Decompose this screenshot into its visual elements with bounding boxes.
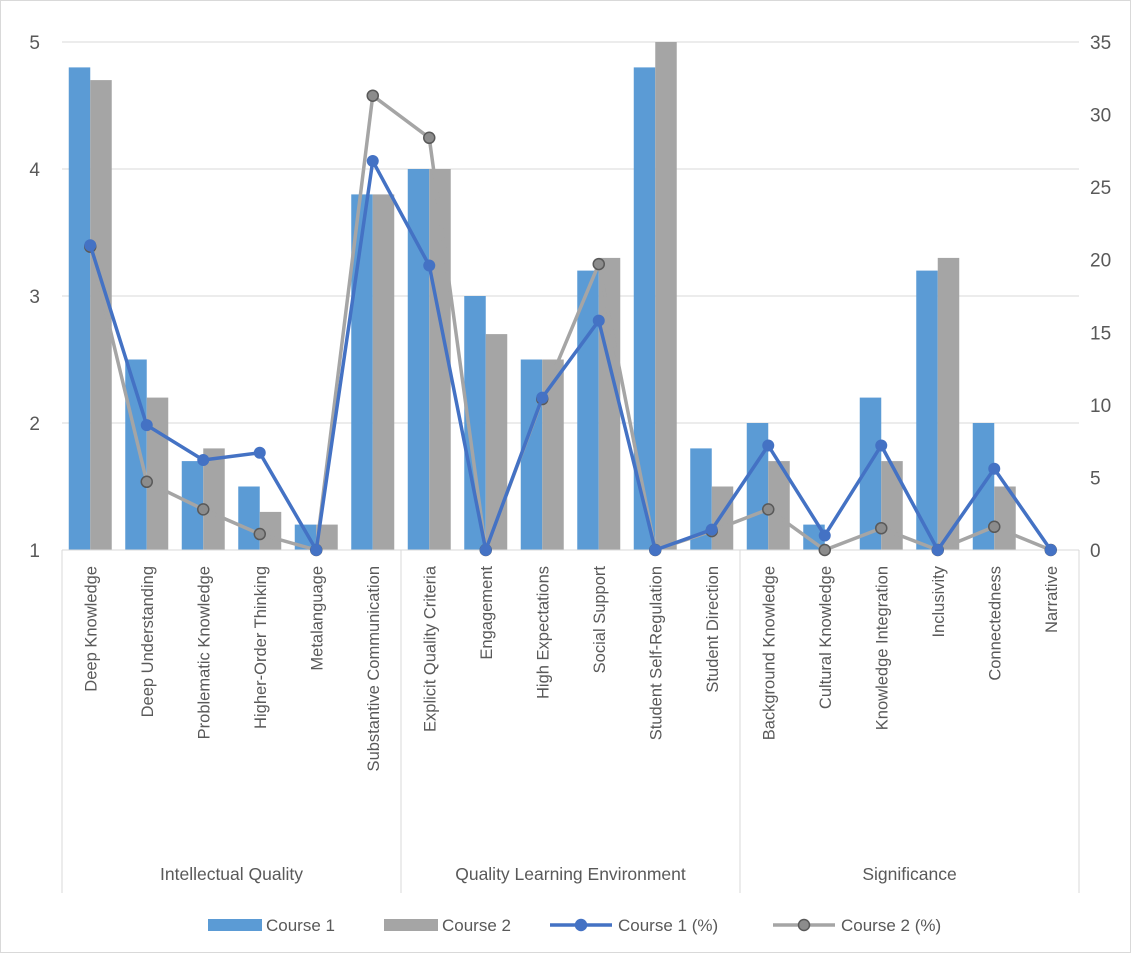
category-label: Cultural Knowledge — [817, 566, 835, 709]
point-course-1-pct — [84, 239, 97, 252]
point-course-2-pct — [140, 475, 153, 489]
bar-course-1 — [633, 67, 656, 551]
category-label: Student Direction — [704, 566, 722, 693]
y-right-tick-label: 15 — [1090, 323, 1111, 344]
group-label: Significance — [862, 864, 956, 884]
point-course-1-pct — [140, 419, 153, 432]
point-course-2-pct — [762, 503, 775, 516]
point-course-2-pct — [197, 503, 210, 516]
y-right-tick-label: 20 — [1090, 251, 1111, 272]
category-label: Background Knowledge — [760, 566, 778, 740]
y-left-tick-label: 5 — [29, 33, 40, 54]
point-course-1-pct — [536, 391, 549, 404]
point-course-1-pct — [1044, 544, 1057, 556]
point-course-2-pct — [818, 543, 831, 557]
y-left-tick-label: 2 — [29, 414, 40, 435]
legend-label: Course 2 (%) — [841, 916, 941, 935]
point-course-1-pct — [875, 439, 888, 452]
point-course-2-pct — [592, 257, 605, 271]
category-label: Connectedness — [986, 566, 1004, 681]
y-left-tick-label: 4 — [29, 160, 40, 181]
y-right-tick-label: 10 — [1090, 396, 1111, 417]
legend-swatch — [208, 919, 262, 931]
category-label: Problematic Knowledge — [195, 566, 213, 739]
point-course-1-pct — [592, 314, 605, 327]
bar-course-1 — [690, 448, 712, 550]
category-label: High Expectations — [534, 566, 552, 699]
bar-course-1 — [68, 67, 91, 551]
y-right-tick-label: 30 — [1090, 106, 1111, 127]
category-label: Knowledge Integration — [873, 566, 891, 730]
bar-course-2 — [485, 334, 508, 550]
point-course-1-pct — [649, 544, 662, 556]
legend-label: Course 1 (%) — [618, 916, 718, 935]
bar-course-1 — [916, 270, 938, 550]
point-course-2-pct — [988, 520, 1001, 534]
point-course-1-pct — [310, 544, 323, 556]
y-right-tick-label: 0 — [1090, 541, 1101, 562]
legend-marker — [797, 918, 811, 932]
point-course-1-pct — [931, 544, 944, 556]
y-left-tick-label: 3 — [29, 287, 40, 308]
line-course-1- — [88, 159, 1053, 552]
bar-course-2 — [937, 257, 960, 550]
category-label: Narrative — [1043, 566, 1061, 633]
point-course-1-pct — [366, 155, 379, 168]
point-course-1-pct — [197, 454, 210, 467]
category-label: Engagement — [478, 566, 496, 660]
category-label: Metalanguage — [308, 566, 326, 671]
point-course-2-pct — [366, 89, 379, 102]
bar-course-1 — [803, 524, 825, 550]
category-label: Substantive Communication — [365, 566, 383, 771]
group-label: Quality Learning Environment — [455, 864, 686, 884]
point-course-2-pct — [875, 521, 888, 535]
point-course-1-pct — [423, 259, 436, 272]
bar-course-2 — [542, 359, 564, 550]
bar-course-2 — [768, 461, 790, 550]
point-course-1-pct — [253, 446, 266, 459]
y-right-tick-label: 5 — [1090, 468, 1101, 489]
y-right-tick-label: 25 — [1090, 178, 1111, 199]
bar-course-2 — [598, 257, 621, 550]
bar-course-2 — [316, 524, 338, 550]
legend-swatch — [384, 919, 438, 931]
point-course-1-pct — [479, 544, 492, 556]
bar-course-2 — [203, 448, 225, 550]
line-course-2- — [88, 93, 1052, 552]
category-label: Explicit Quality Criteria — [421, 565, 439, 732]
point-course-2-pct — [253, 527, 266, 541]
category-label: Inclusivity — [930, 565, 948, 637]
point-course-1-pct — [818, 529, 831, 542]
category-label: Social Support — [591, 566, 609, 674]
bar-course-2 — [90, 80, 112, 550]
bar-course-2 — [259, 511, 282, 550]
bar-course-2 — [372, 194, 395, 550]
point-course-1-pct — [762, 439, 775, 452]
category-label: Deep Understanding — [139, 566, 157, 717]
bar-course-1 — [464, 296, 486, 550]
legend-marker — [574, 918, 588, 932]
point-course-2-pct — [423, 131, 436, 145]
legend-label: Course 2 — [442, 916, 511, 935]
bar-course-1 — [859, 397, 882, 550]
bar-course-2 — [655, 42, 677, 550]
point-course-1-pct — [988, 462, 1001, 475]
point-course-1-pct — [705, 523, 718, 536]
category-label: Student Self-Regulation — [647, 566, 665, 740]
group-label: Intellectual Quality — [160, 864, 303, 884]
category-label: Deep Knowledge — [82, 566, 100, 692]
legend-label: Course 1 — [266, 916, 335, 935]
category-label: Higher-Order Thinking — [252, 566, 270, 729]
y-right-tick-label: 35 — [1090, 33, 1111, 54]
y-left-tick-label: 1 — [29, 541, 40, 562]
